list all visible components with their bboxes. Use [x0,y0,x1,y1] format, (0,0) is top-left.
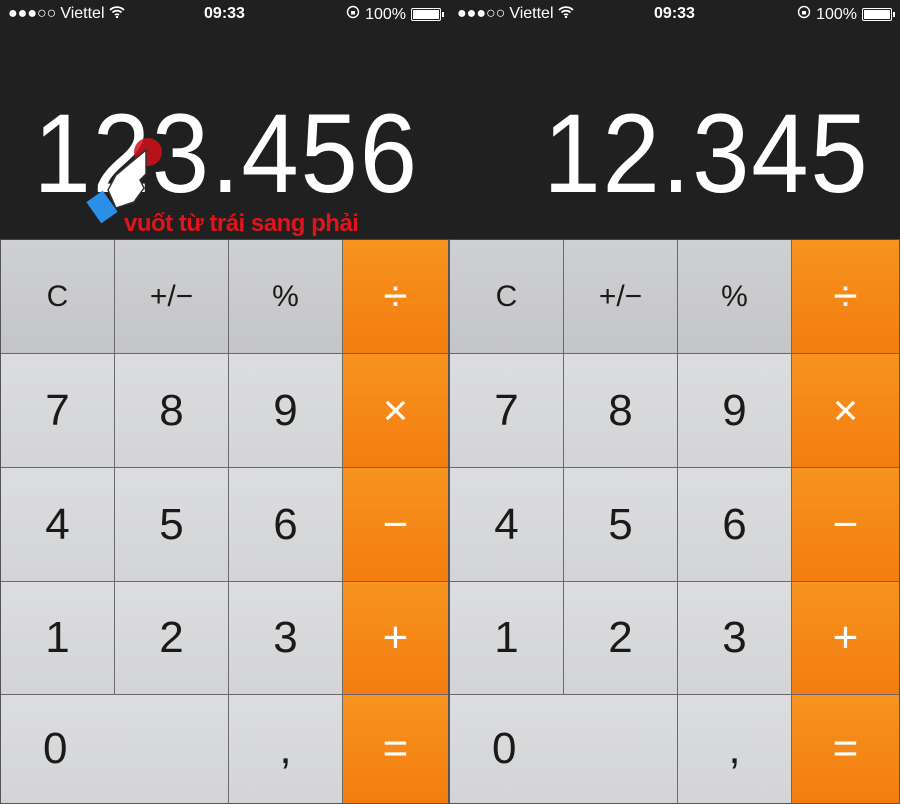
key-2[interactable]: 2 [564,582,677,694]
carrier-name: Viettel [60,5,105,22]
key-3[interactable]: 3 [229,582,342,694]
key-clear[interactable]: C [1,240,114,353]
key-3[interactable]: 3 [678,582,791,694]
key-subtract[interactable]: − [792,468,899,581]
key-decimal[interactable]: , [229,695,342,803]
status-bar: ●●●○○ Viettel 09:33 100% [449,0,900,30]
swipe-hint-text: vuốt từ trái sang phải [124,210,359,237]
signal-strength-icon: ●●●○○ [8,5,57,22]
key-clear[interactable]: C [450,240,563,353]
key-0[interactable]: 0 [450,695,677,803]
carrier-info: ●●●○○ Viettel [8,5,125,23]
battery-percent: 100% [816,5,857,23]
key-percent[interactable]: % [678,240,791,353]
status-right: 100% [797,5,895,24]
battery-percent: 100% [365,5,406,23]
key-8[interactable]: 8 [115,354,228,467]
key-5[interactable]: 5 [564,468,677,581]
key-sign[interactable]: +/− [115,240,228,353]
key-7[interactable]: 7 [1,354,114,467]
clock: 09:33 [654,5,695,22]
keypad: C +/−% ÷ 7 8 9 × 4 5 6− 1 2 3 +0, = [0,239,449,804]
key-5[interactable]: 5 [115,468,228,581]
key-multiply[interactable]: × [792,354,899,467]
key-decimal[interactable]: , [678,695,791,803]
key-1[interactable]: 1 [450,582,563,694]
key-equals[interactable]: = [792,695,899,803]
key-2[interactable]: 2 [115,582,228,694]
key-divide[interactable]: ÷ [792,240,899,353]
key-divide[interactable]: ÷ [343,240,448,353]
wifi-icon [554,5,574,22]
key-6[interactable]: 6 [229,468,342,581]
calculator-display: 123.456 [33,91,419,216]
key-1[interactable]: 1 [1,582,114,694]
key-9[interactable]: 9 [678,354,791,467]
calculator-display: 12.345 [543,91,870,216]
key-7[interactable]: 7 [450,354,563,467]
key-4[interactable]: 4 [450,468,563,581]
key-percent[interactable]: % [229,240,342,353]
wifi-icon [105,5,125,22]
key-6[interactable]: 6 [678,468,791,581]
signal-strength-icon: ●●●○○ [457,5,506,22]
calculator-screen: ●●●○○ Viettel 09:33 100% 123.456 C +/−% ÷ 7 8 9 × 4… [0,0,449,804]
rotation-lock-icon [797,5,811,24]
key-sign[interactable]: +/− [564,240,677,353]
battery-icon [862,8,895,21]
key-multiply[interactable]: × [343,354,448,467]
key-subtract[interactable]: − [343,468,448,581]
swipe-hand-icon [86,130,166,235]
key-equals[interactable]: = [343,695,448,803]
status-right: 100% [346,5,444,24]
carrier-name: Viettel [509,5,554,22]
rotation-lock-icon [346,5,360,24]
carrier-info: ●●●○○ Viettel [457,5,574,23]
key-9[interactable]: 9 [229,354,342,467]
calculator-screen: ●●●○○ Viettel 09:33 100% 12.345 C +/−% ÷ 7 8 9 × 4 5… [449,0,900,804]
key-4[interactable]: 4 [1,468,114,581]
battery-icon [411,8,444,21]
key-add[interactable]: + [792,582,899,694]
keypad: C +/−% ÷ 7 8 9 × 4 5 6− 1 2 3 +0, = [449,239,900,804]
key-add[interactable]: + [343,582,448,694]
key-0[interactable]: 0 [1,695,228,803]
key-8[interactable]: 8 [564,354,677,467]
status-bar: ●●●○○ Viettel 09:33 100% [0,0,449,30]
clock: 09:33 [204,5,245,22]
